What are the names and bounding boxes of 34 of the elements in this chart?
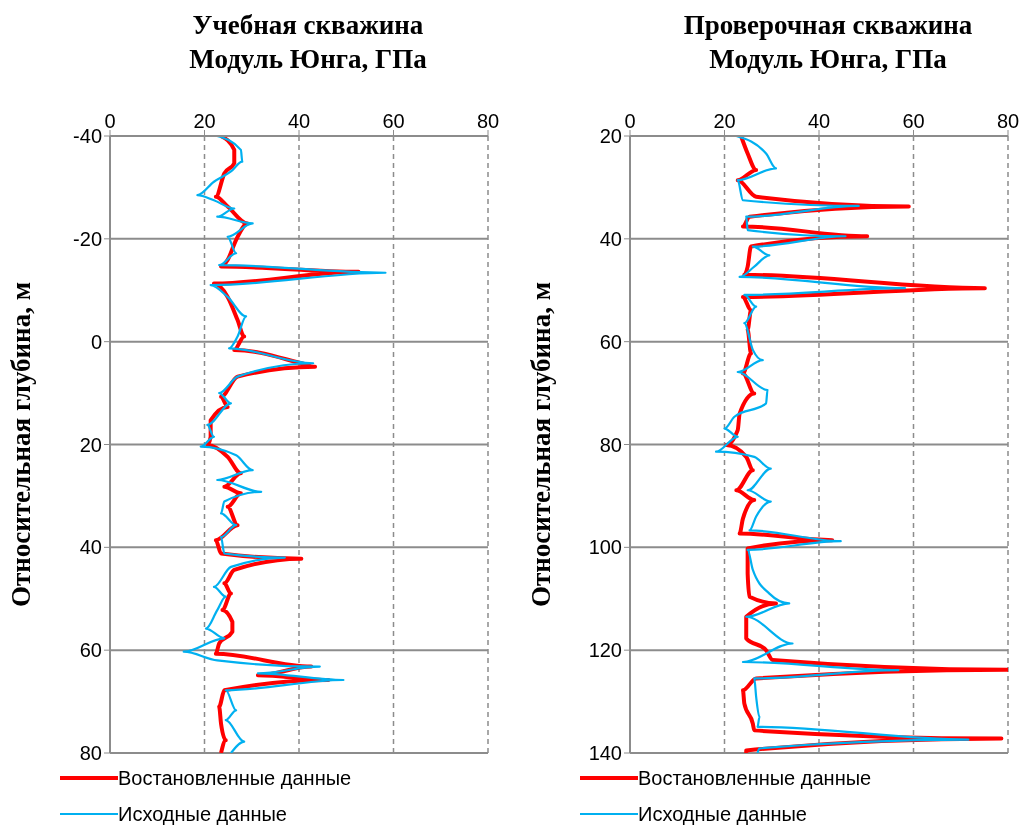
x-tick-label: 0 xyxy=(104,110,116,132)
legend-label: Востановленные данные xyxy=(118,766,352,791)
x-tick-label: 20 xyxy=(193,110,216,132)
x-tick-label: 80 xyxy=(996,110,1020,132)
legend-label: Востановленные данные xyxy=(638,766,872,791)
x-tick-label: 60 xyxy=(382,110,405,132)
x-tick-label: 60 xyxy=(902,110,925,132)
legend-label: Исходные данные xyxy=(118,802,287,827)
y-tick-label: 20 xyxy=(79,433,102,456)
y-tick-label: 40 xyxy=(79,536,102,559)
y-tick-label: 100 xyxy=(588,536,622,559)
y-tick-label: -20 xyxy=(73,227,102,250)
y-axis-title: Относительная глубина, м xyxy=(5,281,36,608)
x-tick-label: 20 xyxy=(713,110,736,132)
chart-title: Проверочная скважина xyxy=(682,9,974,42)
y-tick-label: -40 xyxy=(73,125,102,148)
x-tick-label: 0 xyxy=(624,110,636,132)
y-tick-label: 80 xyxy=(79,742,102,765)
x-tick-label: 80 xyxy=(476,110,500,132)
y-tick-label: 60 xyxy=(79,639,102,662)
y-tick-label: 80 xyxy=(599,433,622,456)
y-axis-title: Относительная глубина, м xyxy=(525,281,556,608)
y-tick-label: 20 xyxy=(599,125,622,148)
chart-subtitle: Модуль Юнга, ГПа xyxy=(188,43,428,76)
y-tick-label: 0 xyxy=(90,330,102,353)
legend-label: Исходные данные xyxy=(638,802,807,827)
y-tick-label: 120 xyxy=(588,639,622,662)
chart-subtitle: Модуль Юнга, ГПа xyxy=(708,43,948,76)
y-tick-label: 60 xyxy=(599,330,622,353)
chart-title: Учебная скважина xyxy=(191,9,425,42)
y-tick-label: 140 xyxy=(588,742,622,765)
x-tick-label: 40 xyxy=(807,110,831,132)
y-tick-label: 40 xyxy=(599,227,622,250)
x-tick-label: 40 xyxy=(287,110,311,132)
